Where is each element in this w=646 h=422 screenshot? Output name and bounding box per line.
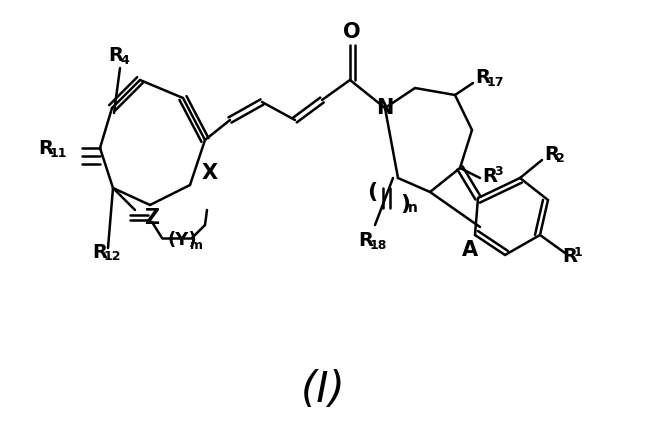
Text: R: R xyxy=(108,46,123,65)
Text: (Y): (Y) xyxy=(167,231,196,249)
Text: (I): (I) xyxy=(300,369,346,411)
Text: n: n xyxy=(408,201,418,215)
Text: R: R xyxy=(482,167,497,186)
Text: R: R xyxy=(38,138,53,157)
Text: 12: 12 xyxy=(104,251,121,263)
Text: N: N xyxy=(377,98,393,118)
Text: R: R xyxy=(544,144,559,163)
Text: R: R xyxy=(92,243,107,262)
Text: A: A xyxy=(462,240,478,260)
Text: R: R xyxy=(475,68,490,87)
Text: O: O xyxy=(343,22,361,42)
Text: (: ( xyxy=(367,182,377,202)
Text: m: m xyxy=(190,238,203,252)
Text: 17: 17 xyxy=(487,76,505,89)
Text: 3: 3 xyxy=(494,165,503,178)
Text: X: X xyxy=(202,163,218,183)
Text: R: R xyxy=(358,230,373,249)
Text: 18: 18 xyxy=(370,238,388,252)
Text: 4: 4 xyxy=(120,54,129,67)
Text: ): ) xyxy=(400,194,410,214)
Text: 11: 11 xyxy=(50,146,67,160)
Text: Z: Z xyxy=(145,208,160,228)
Text: 1: 1 xyxy=(574,246,583,260)
Text: R: R xyxy=(562,247,577,267)
Text: 2: 2 xyxy=(556,151,565,165)
